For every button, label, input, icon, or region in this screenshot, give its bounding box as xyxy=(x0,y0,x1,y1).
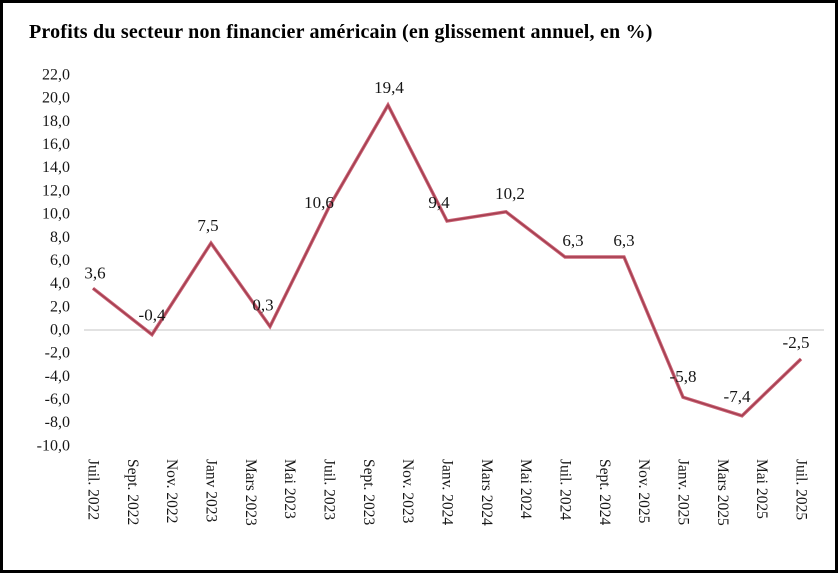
y-tick-label: 18,0 xyxy=(42,113,70,130)
data-point-label: -5,8 xyxy=(670,367,697,386)
data-point-label: 3,6 xyxy=(84,263,105,282)
y-tick-label: -8,0 xyxy=(45,414,70,431)
x-tick-label: Mai 2023 xyxy=(281,459,298,519)
y-tick-label: 6,0 xyxy=(50,252,70,269)
y-tick-label: -4,0 xyxy=(45,368,70,385)
x-tick-label: Mai 2024 xyxy=(517,459,534,519)
y-tick-label: 12,0 xyxy=(42,182,70,199)
x-tick-label: Juil. 2022 xyxy=(85,459,102,520)
data-point-label: 10,6 xyxy=(304,193,334,212)
y-tick-label: 14,0 xyxy=(42,159,70,176)
x-tick-label: Nov. 2023 xyxy=(399,459,416,524)
y-tick-label: -6,0 xyxy=(45,391,70,408)
y-tick-label: -2,0 xyxy=(45,345,70,362)
x-tick-label: Mai 2025 xyxy=(753,459,770,519)
y-tick-label: -10,0 xyxy=(37,437,70,454)
data-point-label: 19,4 xyxy=(374,78,404,97)
series-line-inner xyxy=(92,103,802,417)
data-point-label: 9,4 xyxy=(428,193,450,212)
data-point-label: -2,5 xyxy=(783,333,810,352)
x-tick-label: Nov. 2022 xyxy=(163,459,180,523)
x-tick-label: Sept. 2022 xyxy=(124,459,141,525)
x-tick-label: Mars 2025 xyxy=(714,459,731,526)
y-tick-label: 8,0 xyxy=(50,229,70,246)
y-tick-label: 16,0 xyxy=(42,136,70,153)
y-tick-label: 20,0 xyxy=(42,90,70,107)
x-tick-label: Sept. 2023 xyxy=(360,459,377,526)
x-tick-label: Sept. 2024 xyxy=(596,459,613,526)
y-tick-label: 22,0 xyxy=(42,67,70,84)
data-point-label: 6,3 xyxy=(613,231,634,250)
x-tick-label: Mars 2024 xyxy=(478,459,495,526)
data-point-label: 7,5 xyxy=(197,216,218,235)
x-tick-label: Juil. 2025 xyxy=(793,459,810,520)
x-tick-label: Mars 2023 xyxy=(242,459,259,526)
data-point-label: 10,2 xyxy=(495,184,525,203)
line-chart: 22,0 20,0 18,0 16,0 14,0 12,0 10,0 8,0 6,0 4,0 2,0… xyxy=(37,67,824,526)
y-tick-label: 2,0 xyxy=(50,298,70,315)
x-tick-label: Janv 2023 xyxy=(203,459,220,523)
x-tick-label: Juil. 2023 xyxy=(321,459,338,520)
y-tick-label: 4,0 xyxy=(50,275,70,292)
chart-title: Profits du secteur non financier américa… xyxy=(29,21,653,43)
x-tick-label: Juil. 2024 xyxy=(557,459,574,520)
data-point-label: 6,3 xyxy=(562,231,583,250)
x-tick-label: Janv. 2024 xyxy=(439,459,456,525)
data-point-label: -0,4 xyxy=(139,306,166,325)
x-tick-label: Nov. 2025 xyxy=(635,459,652,524)
x-tick-label: Janv. 2025 xyxy=(675,459,692,525)
data-point-label: 0,3 xyxy=(252,296,273,315)
y-tick-label: 10,0 xyxy=(42,206,70,223)
data-point-label: -7,4 xyxy=(724,387,751,406)
y-tick-label: 0,0 xyxy=(50,321,70,338)
